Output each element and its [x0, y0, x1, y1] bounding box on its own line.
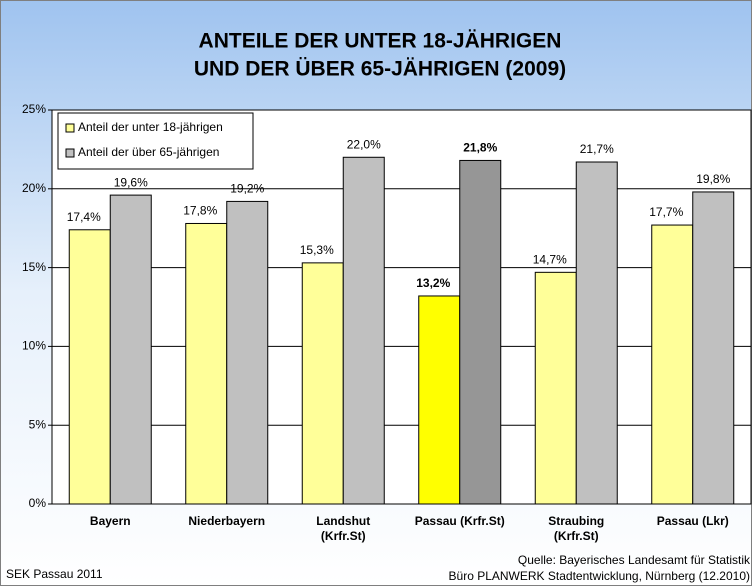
- bar: [185, 222, 228, 505]
- bar: [575, 161, 618, 505]
- data-label: 17,7%: [649, 205, 683, 219]
- data-label: 13,2%: [416, 276, 450, 290]
- y-tick-label: 5%: [29, 417, 47, 431]
- source: Büro PLANWERK Stadtentwicklung, Nürnberg…: [449, 569, 750, 583]
- bar: [692, 191, 735, 505]
- source: Quelle: Bayerisches Landesamt für Statis…: [518, 553, 751, 567]
- bar: [226, 200, 269, 505]
- y-tick-label: 10%: [22, 339, 46, 353]
- bar: [109, 194, 152, 505]
- bar: [68, 229, 111, 505]
- bar: [418, 295, 461, 505]
- bar: [534, 271, 577, 505]
- data-label: 21,7%: [580, 142, 614, 156]
- bar: [342, 156, 385, 505]
- bar: [651, 224, 694, 505]
- x-tick-label: Landshut (Krfr.St): [316, 514, 370, 543]
- bar: [301, 262, 344, 505]
- y-tick-label: 15%: [22, 260, 46, 274]
- data-label: 19,6%: [114, 175, 148, 189]
- data-label: 19,2%: [230, 182, 264, 196]
- bar: [459, 159, 502, 505]
- x-tick-label: Niederbayern: [188, 514, 265, 528]
- data-label: 22,0%: [347, 137, 381, 151]
- footer: SEK Passau 2011: [6, 567, 103, 581]
- data-label: 17,8%: [183, 204, 217, 218]
- data-label: 15,3%: [300, 243, 334, 257]
- chart-title: ANTEILE DER UNTER 18-JÄHRIGEN: [199, 30, 562, 53]
- x-tick-label: Passau (Krfr.St): [415, 514, 505, 528]
- x-tick-label: Straubing (Krfr.St): [548, 514, 604, 543]
- y-tick-label: 0%: [29, 496, 47, 510]
- legend-label: Anteil der unter 18-jährigen: [78, 120, 223, 134]
- y-tick-label: 20%: [22, 181, 46, 195]
- data-label: 14,7%: [533, 252, 567, 266]
- legend-swatch: [65, 148, 75, 158]
- data-label: 21,8%: [463, 141, 497, 155]
- data-label: 17,4%: [67, 210, 101, 224]
- legend: [57, 112, 254, 170]
- data-label: 19,8%: [696, 172, 730, 186]
- y-tick-label: 25%: [22, 102, 46, 116]
- x-tick-label: Bayern: [90, 514, 131, 528]
- legend-label: Anteil der über 65-jährigen: [78, 145, 219, 159]
- legend-swatch: [65, 123, 75, 133]
- chart-title: UND DER ÜBER 65-JÄHRIGEN (2009): [194, 58, 566, 81]
- plot-area: [51, 109, 752, 505]
- x-tick-label: Passau (Lkr): [657, 514, 729, 528]
